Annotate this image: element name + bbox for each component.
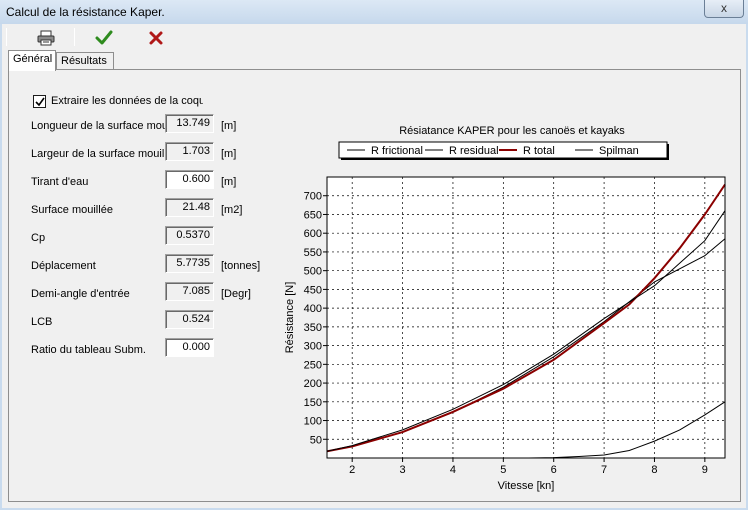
draft-unit: [m] bbox=[221, 176, 237, 188]
wetted-surface-field: 21.48 bbox=[165, 198, 214, 217]
ok-button[interactable] bbox=[90, 27, 118, 49]
toolbar-separator bbox=[6, 28, 7, 46]
y-tick-label: 500 bbox=[304, 266, 322, 278]
y-tick-label: 200 bbox=[304, 378, 322, 390]
checkbox-box[interactable] bbox=[33, 94, 46, 108]
x-tick-label: 2 bbox=[349, 464, 355, 476]
toolbar-separator bbox=[74, 28, 75, 46]
transom-ratio-label: Ratio du tableau Subm. bbox=[31, 344, 146, 356]
lcb-field: 0.524 bbox=[165, 310, 214, 329]
legend-entry: R total bbox=[523, 145, 555, 157]
chart-legend: R frictional R residual R total Spilman bbox=[338, 141, 669, 160]
wetted-length-label: Longueur de la surface mouillée bbox=[31, 120, 167, 132]
x-tick-label: 3 bbox=[400, 464, 406, 476]
y-tick-label: 450 bbox=[304, 284, 322, 296]
cp-field: 0.5370 bbox=[165, 226, 214, 245]
y-tick-label: 350 bbox=[304, 322, 322, 334]
draft-label: Tirant d'eau bbox=[31, 176, 89, 188]
tab-general[interactable]: Général bbox=[8, 50, 56, 71]
wetted-length-field: 13.749 bbox=[165, 114, 214, 133]
series-line bbox=[326, 183, 726, 453]
general-panel: Extraire les données de la coque Longueu… bbox=[8, 69, 741, 502]
print-button[interactable] bbox=[32, 27, 60, 49]
wetted-surface-unit: [m2] bbox=[221, 204, 243, 216]
extract-hull-data-label: Extraire les données de la coque bbox=[51, 95, 203, 107]
window-title: Calcul de la résistance Kaper. bbox=[6, 5, 165, 19]
lcb-label: LCB bbox=[31, 316, 53, 328]
displacement-field: 5.7735 bbox=[165, 254, 214, 273]
x-tick-label: 5 bbox=[500, 464, 506, 476]
tab-resultats[interactable]: Résultats bbox=[56, 52, 114, 70]
wetted-width-unit: [m] bbox=[221, 148, 237, 160]
wetted-length-unit: [m] bbox=[221, 120, 237, 132]
x-axis-label: Vitesse [kn] bbox=[498, 480, 555, 492]
chart-ticks: 2 3 4 5 6 7 8 9 50 100 150 200 250 300 350 400 450 500 550… bbox=[304, 191, 708, 476]
x-tick-label: 8 bbox=[651, 464, 657, 476]
chart-svg: Résiatance KAPER pour les canoës et kaya… bbox=[284, 125, 726, 492]
check-icon bbox=[95, 30, 113, 45]
wetted-width-field: 1.703 bbox=[165, 142, 214, 161]
checkmark-icon bbox=[35, 97, 45, 106]
plot-background bbox=[327, 177, 725, 458]
chart-series bbox=[326, 183, 726, 459]
title-bar: Calcul de la résistance Kaper. x bbox=[0, 0, 748, 24]
transom-ratio-input[interactable]: 0.000 bbox=[165, 338, 214, 357]
wetted-width-label: Largeur de la surface mouillée bbox=[31, 148, 167, 160]
displacement-label: Déplacement bbox=[31, 260, 96, 272]
printer-icon bbox=[37, 30, 55, 46]
entry-half-angle-unit: [Degr] bbox=[221, 288, 251, 300]
chart-title: Résiatance KAPER pour les canoës et kaya… bbox=[399, 125, 625, 137]
y-tick-label: 250 bbox=[304, 359, 322, 371]
toolbar bbox=[2, 24, 746, 50]
y-tick-label: 650 bbox=[304, 209, 322, 221]
legend-entry: Spilman bbox=[599, 145, 639, 157]
x-tick-label: 4 bbox=[450, 464, 456, 476]
series-line bbox=[528, 401, 726, 459]
y-tick-label: 50 bbox=[310, 434, 322, 446]
y-tick-label: 550 bbox=[304, 247, 322, 259]
entry-half-angle-label: Demi-angle d'entrée bbox=[31, 288, 130, 300]
x-tick-label: 6 bbox=[551, 464, 557, 476]
chart-grid bbox=[327, 177, 725, 458]
entry-half-angle-field: 7.085 bbox=[165, 282, 214, 301]
x-tick-label: 9 bbox=[702, 464, 708, 476]
legend-entry: R frictional bbox=[371, 145, 423, 157]
y-tick-label: 300 bbox=[304, 341, 322, 353]
y-tick-label: 150 bbox=[304, 397, 322, 409]
y-axis-label: Résistance [N] bbox=[284, 282, 296, 354]
displacement-unit: [tonnes] bbox=[221, 260, 261, 272]
cancel-button[interactable] bbox=[142, 27, 170, 49]
cross-icon bbox=[149, 31, 163, 45]
draft-input[interactable]: 0.600 bbox=[165, 170, 214, 189]
y-tick-label: 700 bbox=[304, 191, 322, 203]
y-tick-label: 100 bbox=[304, 416, 322, 428]
y-tick-label: 400 bbox=[304, 303, 322, 315]
wetted-surface-label: Surface mouillée bbox=[31, 204, 113, 216]
legend-entry: R residual bbox=[449, 145, 499, 157]
plot-area bbox=[326, 176, 726, 459]
series-line bbox=[326, 210, 726, 452]
resistance-chart: Résiatance KAPER pour les canoës et kaya… bbox=[279, 120, 737, 500]
x-tick-label: 7 bbox=[601, 464, 607, 476]
close-button[interactable]: x bbox=[704, 0, 744, 18]
extract-hull-data-checkbox[interactable]: Extraire les données de la coque bbox=[33, 94, 203, 108]
window-client: Général Résultats Extraire les données d… bbox=[2, 24, 746, 508]
y-tick-label: 600 bbox=[304, 228, 322, 240]
cp-label: Cp bbox=[31, 232, 46, 244]
